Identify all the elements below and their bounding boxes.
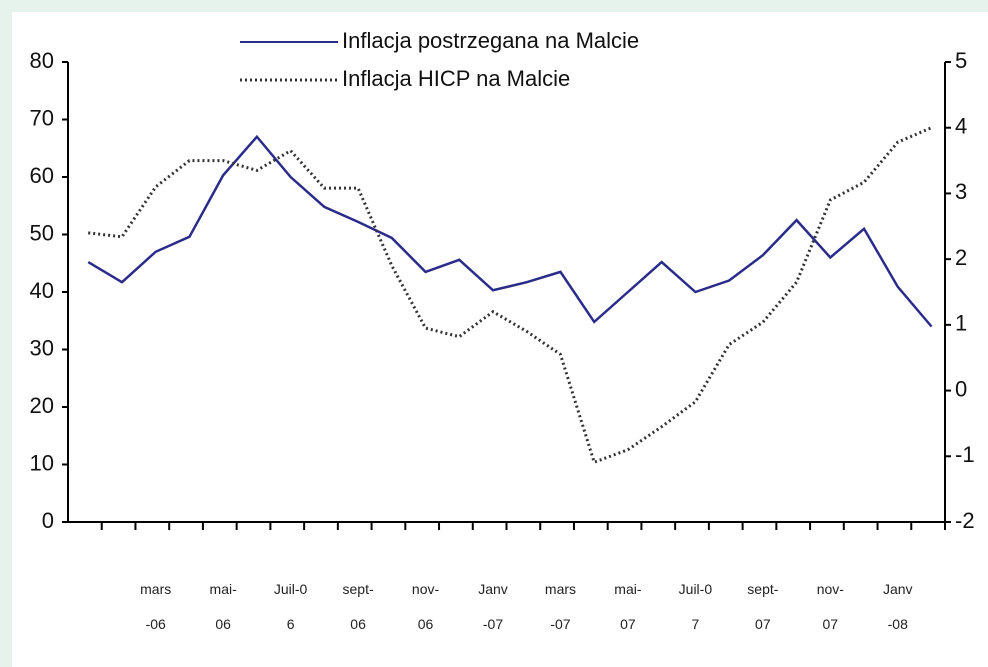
- y-tick-label: 40: [30, 278, 54, 303]
- y2-tick-label: 1: [955, 311, 967, 336]
- legend-label: Inflacja postrzegana na Malcie: [342, 28, 639, 53]
- y-tick-label: 80: [30, 48, 54, 73]
- x-tick-label: Janv-08: [882, 581, 913, 632]
- y2-tick-label: 3: [955, 179, 967, 204]
- y2-tick-label: -2: [955, 508, 975, 533]
- x-tick-label: Janv-07: [478, 581, 508, 632]
- y-tick-label: 60: [30, 163, 54, 188]
- y2-tick-label: -1: [955, 442, 975, 467]
- y-tick-label: 30: [30, 335, 54, 360]
- x-tick-label: mai-06: [209, 581, 237, 632]
- x-tick-label: Juil-06: [273, 581, 308, 632]
- x-tick-label: sept-07: [747, 581, 779, 632]
- x-tick-label: sept-06: [342, 581, 374, 632]
- x-tick-label: mars-07: [544, 581, 577, 632]
- y-tick-label: 0: [42, 508, 54, 533]
- series-line: [87, 134, 933, 328]
- y2-tick-label: 0: [955, 376, 967, 401]
- x-tick-label: nov-06: [411, 581, 440, 632]
- y-tick-label: 50: [30, 220, 54, 245]
- x-tick-label: nov-07: [816, 581, 844, 632]
- x-tick-label: mars-06: [140, 581, 172, 632]
- x-tick-label: Juil-07: [678, 581, 713, 632]
- y2-tick-label: 2: [955, 245, 967, 270]
- y-tick-label: 10: [30, 450, 54, 475]
- series-line: [88, 126, 933, 465]
- x-tick-label: mai-07: [614, 581, 642, 632]
- y2-tick-label: 5: [955, 48, 967, 73]
- y-tick-label: 20: [30, 393, 54, 418]
- y-tick-label: 70: [30, 105, 54, 130]
- legend-label: Inflacja HICP na Malcie: [342, 66, 570, 91]
- y2-tick-label: 4: [955, 114, 967, 139]
- chart-background: [12, 12, 988, 667]
